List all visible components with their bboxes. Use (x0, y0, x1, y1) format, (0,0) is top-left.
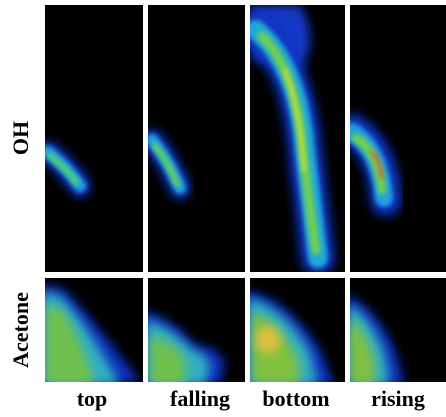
column-label: top (77, 386, 108, 411)
figure: OH Acetone top falling bottom rising (0, 0, 446, 417)
oh-panels (45, 5, 446, 272)
row-label: Acetone (8, 292, 33, 368)
page: OH Acetone top falling bottom rising (()… (0, 0, 446, 417)
column-label: rising (371, 386, 425, 411)
row-label: OH (8, 121, 33, 155)
column-label: falling (170, 386, 230, 411)
column-label: bottom (262, 386, 329, 411)
